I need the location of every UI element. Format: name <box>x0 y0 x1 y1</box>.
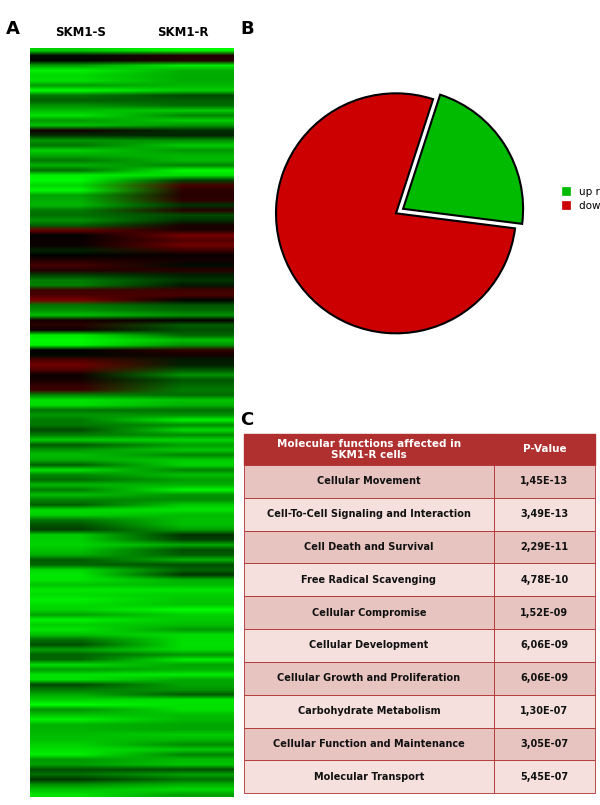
Bar <box>244 662 494 695</box>
Bar <box>494 530 595 564</box>
Text: 1,52E-09: 1,52E-09 <box>520 608 568 617</box>
Bar <box>244 564 494 597</box>
Bar <box>244 434 494 465</box>
Bar <box>494 761 595 793</box>
Text: 5,45E-07: 5,45E-07 <box>520 772 568 782</box>
Bar <box>244 761 494 793</box>
Bar <box>244 497 494 530</box>
Text: 6,06E-09: 6,06E-09 <box>520 673 568 683</box>
Bar <box>494 662 595 695</box>
Text: Cellular Development: Cellular Development <box>309 641 428 650</box>
Bar <box>244 629 494 662</box>
Text: 1,45E-13: 1,45E-13 <box>520 477 568 486</box>
Text: Cell-To-Cell Signaling and Interaction: Cell-To-Cell Signaling and Interaction <box>267 510 471 519</box>
Bar <box>244 728 494 761</box>
Text: 6,06E-09: 6,06E-09 <box>520 641 568 650</box>
Bar <box>244 530 494 564</box>
Bar <box>244 597 494 629</box>
Text: Molecular functions affected in
SKM1-R cells: Molecular functions affected in SKM1-R c… <box>277 439 461 460</box>
Bar <box>494 564 595 597</box>
Bar <box>494 597 595 629</box>
Text: Cellular Movement: Cellular Movement <box>317 477 421 486</box>
Text: Free Radical Scavenging: Free Radical Scavenging <box>301 575 436 585</box>
Legend: up regulated, down regulated: up regulated, down regulated <box>562 187 600 211</box>
Text: Cellular Function and Maintenance: Cellular Function and Maintenance <box>273 739 465 749</box>
Text: Cellular Compromise: Cellular Compromise <box>311 608 426 617</box>
Bar <box>494 629 595 662</box>
Bar <box>494 497 595 530</box>
Text: 2,29E-11: 2,29E-11 <box>520 542 568 552</box>
Bar <box>244 465 494 497</box>
Bar <box>494 434 595 465</box>
Bar <box>494 465 595 497</box>
Bar <box>494 728 595 761</box>
Text: A: A <box>6 20 20 38</box>
Text: P-Value: P-Value <box>523 444 566 454</box>
Text: Cell Death and Survival: Cell Death and Survival <box>304 542 434 552</box>
Wedge shape <box>403 95 523 224</box>
Bar <box>494 695 595 728</box>
Text: 3,49E-13: 3,49E-13 <box>520 510 568 519</box>
Text: C: C <box>240 411 253 428</box>
Text: B: B <box>240 20 254 38</box>
Text: Carbohydrate Metabolism: Carbohydrate Metabolism <box>298 706 440 716</box>
Wedge shape <box>276 93 515 333</box>
Text: Molecular Transport: Molecular Transport <box>314 772 424 782</box>
Text: 1,30E-07: 1,30E-07 <box>520 706 568 716</box>
Bar <box>244 695 494 728</box>
Text: 3,05E-07: 3,05E-07 <box>520 739 568 749</box>
Text: Cellular Growth and Proliferation: Cellular Growth and Proliferation <box>277 673 460 683</box>
Text: 4,78E-10: 4,78E-10 <box>520 575 568 585</box>
